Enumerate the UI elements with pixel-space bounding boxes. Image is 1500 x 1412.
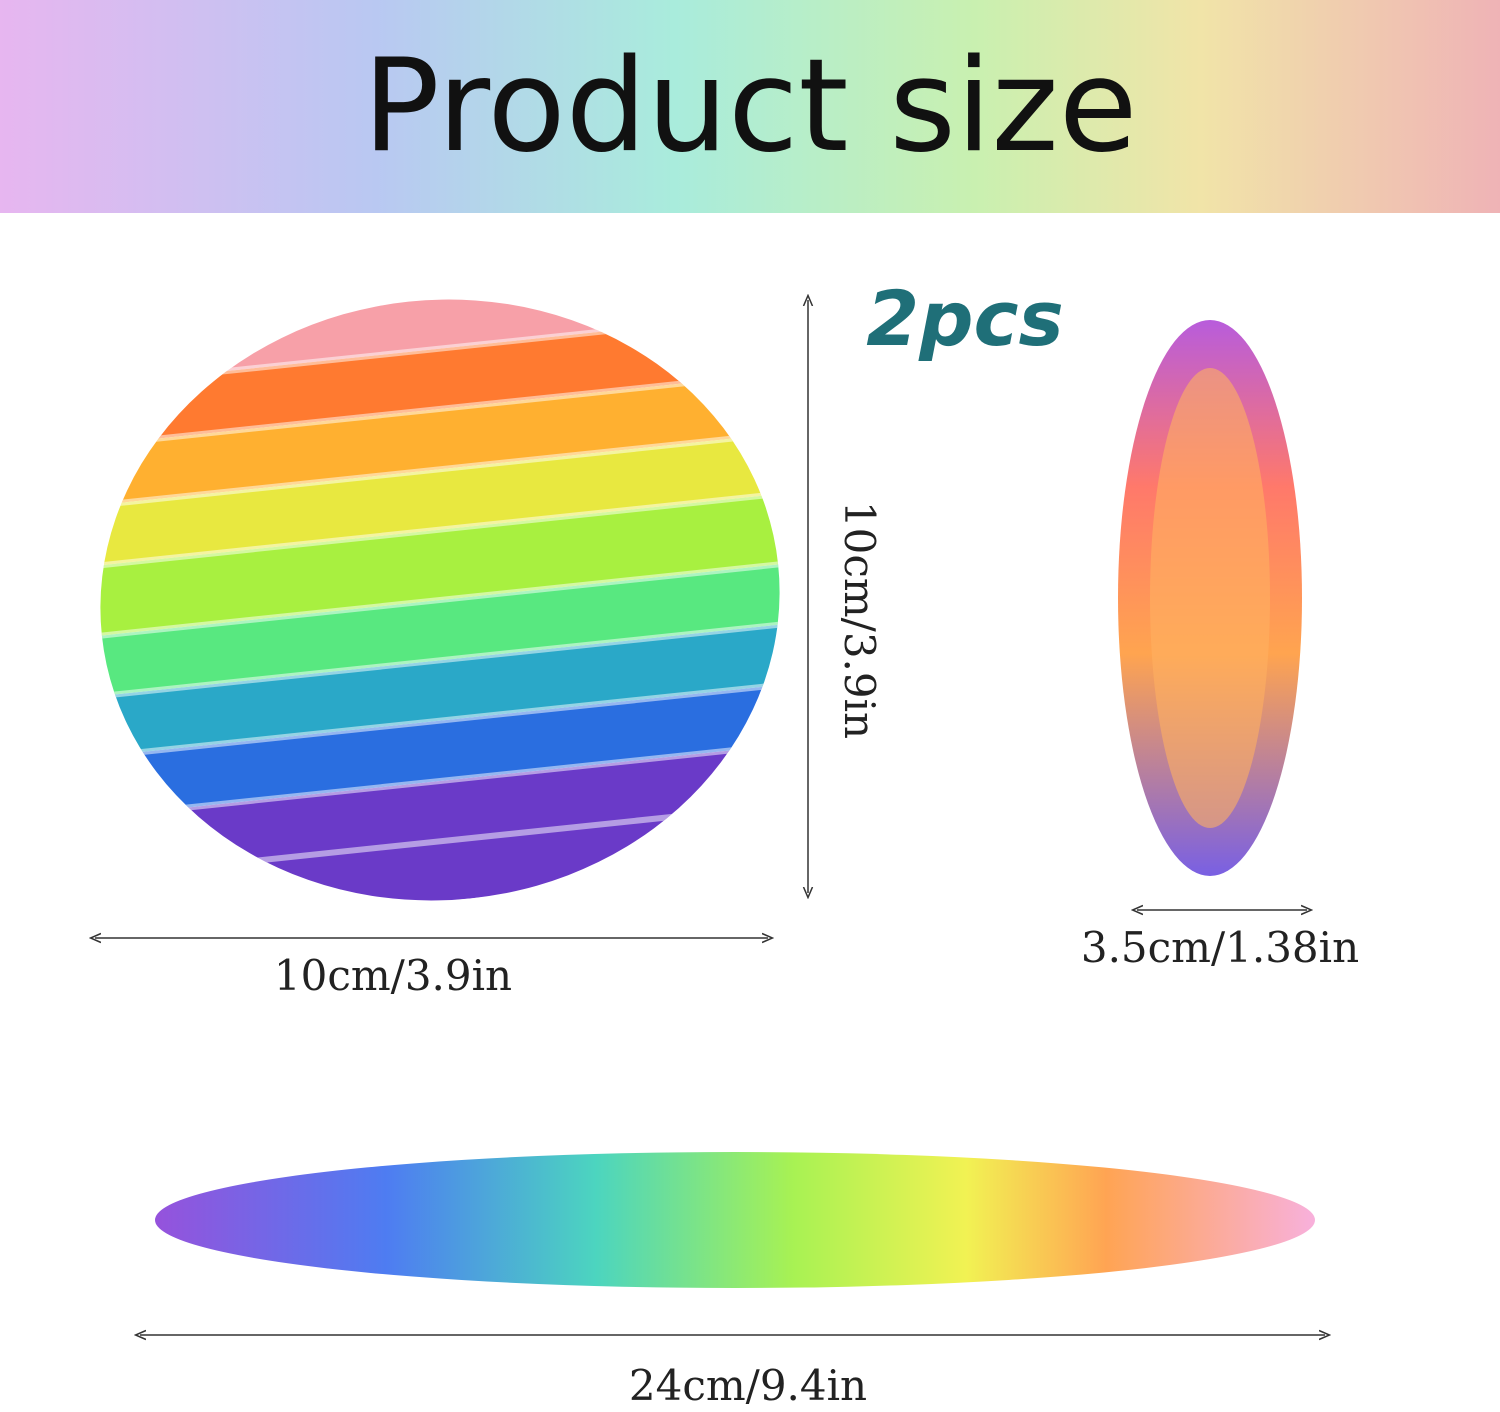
title: Product size [363, 32, 1138, 181]
ball [70, 266, 810, 934]
ball-width-label: 10cm/3.9in [274, 951, 512, 1000]
ball-height-label: 10cm/3.9in [835, 501, 884, 739]
banner [0, 0, 1500, 213]
flat-width-label: 3.5cm/1.38in [1081, 923, 1359, 972]
dimension-lines [95, 300, 1325, 1335]
quantity: 2pcs [866, 274, 1064, 363]
flat-ball-inner [1150, 368, 1270, 828]
stretched-ball [155, 1152, 1315, 1288]
stretched-length-label: 24cm/9.4in [629, 1361, 867, 1410]
